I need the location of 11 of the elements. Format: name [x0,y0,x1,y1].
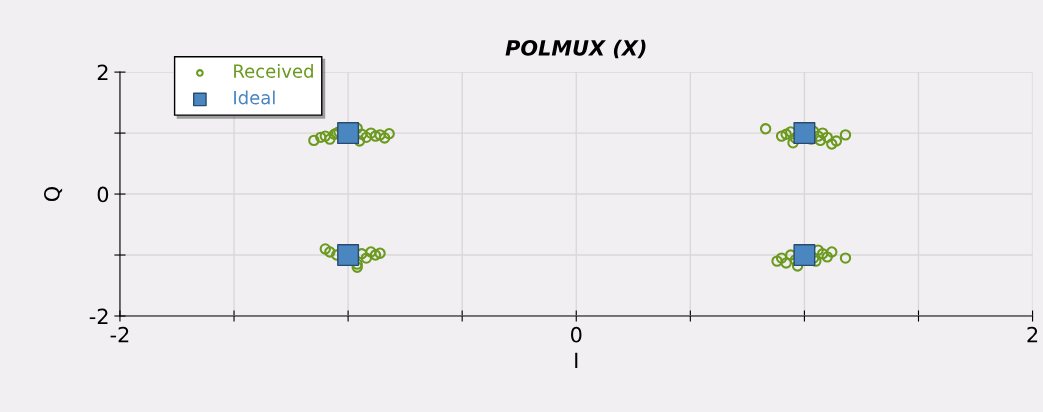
legend-label: Ideal [234,90,275,105]
x-tick-label: -2 [110,326,129,343]
y-axis-title: Q [43,187,63,202]
y-tick-label: -2 [89,308,108,324]
x-tick-label: 2 [1027,326,1038,343]
x-tick-label: 0 [571,326,582,343]
y-tick-label: 0 [97,186,109,203]
x-axis-title: I [575,352,578,368]
chart-title: POLMUX (X) [505,39,646,59]
legend-label: Received [234,63,313,78]
y-tick-label: 2 [97,64,108,81]
